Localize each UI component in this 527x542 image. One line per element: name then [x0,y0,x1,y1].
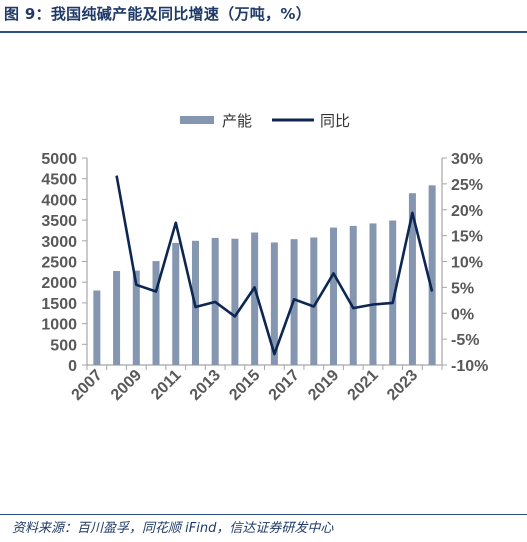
capacity-bar [408,193,416,365]
x-tick-label: 2013 [187,367,224,404]
yoy-line-series [115,175,434,356]
y-right-tick-label: 30% [451,151,483,168]
x-tick-label: 2021 [345,367,382,404]
y-left-tick-label: 4000 [41,192,77,209]
capacity-bar [349,225,357,365]
x-tick-label: 2015 [226,367,263,404]
capacity-bar [389,220,397,365]
y-right-tick-label: 10% [451,255,483,272]
y-left-tick-label: 3000 [41,234,77,251]
capacity-bar [152,261,160,365]
y-right-tick-label: -5% [451,332,479,349]
capacity-bar [270,242,278,365]
capacity-bar [172,242,180,365]
capacity-bars [93,185,436,365]
y-right-tick-label: 25% [451,177,483,194]
capacity-bar [330,227,338,365]
source-note: 资料来源：百川盈孚，同花顺 iFind，信达证券研发中心 [12,521,334,536]
y-right-tick-label: 15% [451,229,483,246]
yoy-line [115,175,434,356]
capacity-bar [113,271,121,365]
y-left-tick-label: 4500 [41,172,77,189]
y-left-tick-label: 2500 [41,255,77,272]
y-left-tick-label: 5000 [41,151,77,168]
figure-title-bar: 图 9：我国纯碱产能及同比增速（万吨，%） [0,0,527,33]
y-left-tick-label: 2000 [41,275,77,292]
x-tick-label: 2009 [108,367,145,404]
legend-label-yoy: 同比 [320,112,350,130]
y-left-tick-label: 0 [68,358,77,375]
legend: 产能 同比 [180,112,350,130]
figure-title: 图 9：我国纯碱产能及同比增速（万吨，%） [4,5,311,23]
y-left-tick-label: 500 [50,337,77,354]
y-right-tick-label: 5% [451,280,474,297]
capacity-bar [132,270,140,365]
x-tick-label: 2019 [305,367,342,404]
axes [82,157,447,370]
title-divider [0,31,527,33]
chart: 产能 同比 0 500 1000 1500 2000 2500 3000 3500 4000 45… [41,112,488,404]
capacity-bar [428,185,436,365]
capacity-bar [93,290,101,365]
capacity-bar [369,223,377,365]
y-left-tick-label: 1000 [41,317,77,334]
x-tick-label: 2011 [148,367,185,404]
y-left-tick-label: 1500 [41,296,77,313]
y-right-tick-label: -10% [451,358,488,375]
y-right-tick-label: 0% [451,306,474,323]
capacity-bar [251,232,259,365]
capacity-bar [310,237,318,365]
source-divider [0,514,527,515]
y-right-tick-label: 20% [451,203,483,220]
capacity-bar [231,238,239,365]
x-tick-label: 2017 [266,367,303,404]
legend-label-capacity: 产能 [222,112,252,130]
legend-swatch-capacity [180,116,214,124]
x-tick-label: 2023 [384,367,421,404]
y-left-tick-label: 3500 [41,213,77,230]
